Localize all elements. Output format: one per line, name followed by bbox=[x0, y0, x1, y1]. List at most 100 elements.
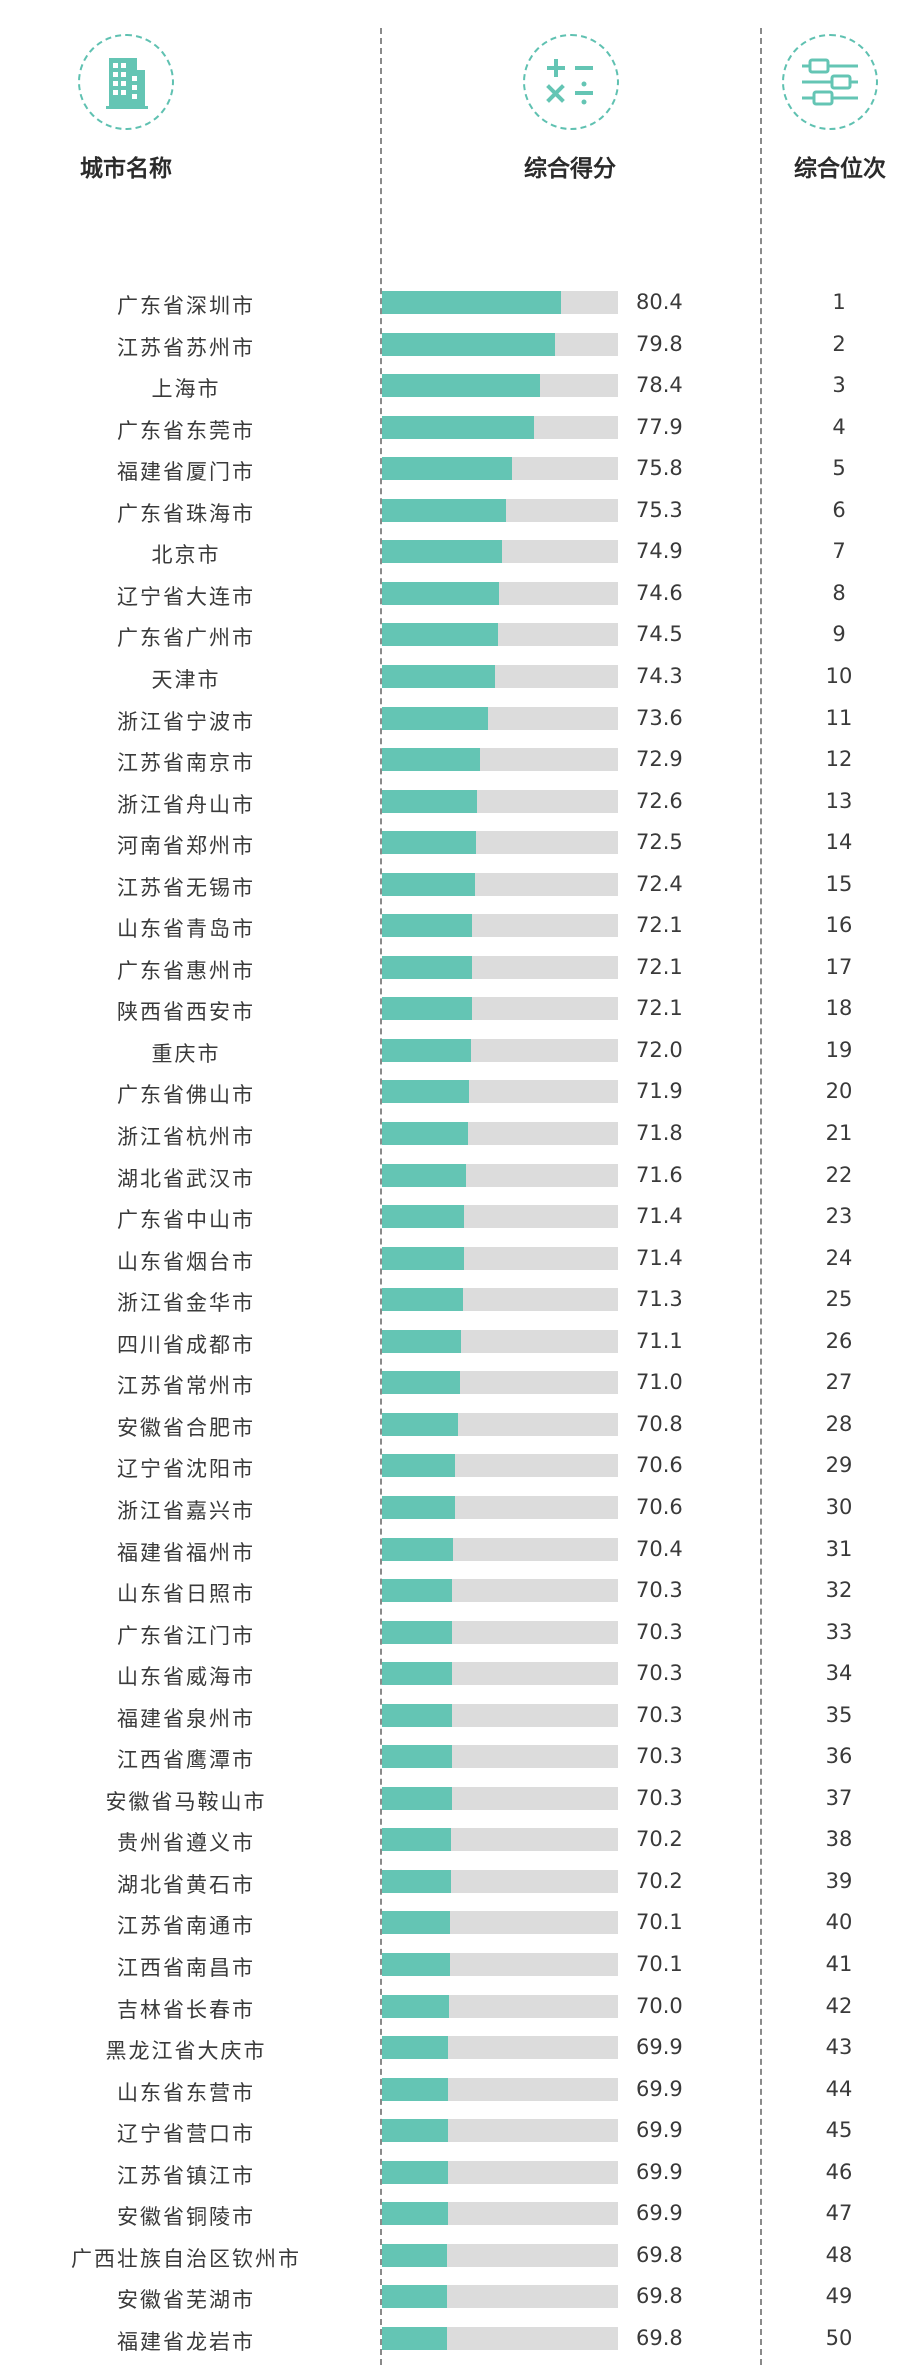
city-name: 广东省江门市 bbox=[117, 1623, 255, 1648]
score-value: 77.9 bbox=[636, 414, 683, 439]
city-name: 浙江省舟山市 bbox=[117, 792, 255, 817]
building-icon bbox=[78, 34, 174, 130]
rank-value: 47 bbox=[825, 2201, 853, 2226]
score-bar-track bbox=[382, 1288, 618, 1312]
rank-value: 8 bbox=[832, 580, 846, 605]
rank-value: 12 bbox=[825, 747, 853, 772]
score-bar-track bbox=[382, 955, 618, 979]
score-value: 72.1 bbox=[636, 954, 683, 979]
rank-value: 19 bbox=[825, 1037, 853, 1062]
rank-value: 32 bbox=[825, 1578, 853, 1603]
score-bar-track bbox=[382, 664, 618, 688]
score-bar bbox=[382, 1122, 469, 1145]
table-row: 广东省珠海市 75.3 6 bbox=[0, 490, 902, 532]
score-bar-track bbox=[382, 1329, 618, 1353]
score-value: 71.3 bbox=[636, 1287, 683, 1312]
table-row: 浙江省宁波市 73.6 11 bbox=[0, 698, 902, 740]
rank-value: 16 bbox=[825, 913, 853, 938]
score-value: 73.6 bbox=[636, 705, 683, 730]
score-value: 70.0 bbox=[636, 1993, 683, 2018]
score-value: 69.9 bbox=[636, 2159, 683, 2184]
city-name: 四川省成都市 bbox=[117, 1332, 255, 1357]
score-bar bbox=[382, 1246, 465, 1270]
score-bar bbox=[382, 1828, 452, 1852]
header-city: 城市名称 bbox=[80, 156, 172, 182]
table-row: 湖北省黄石市 70.2 39 bbox=[0, 1861, 902, 1903]
score-value: 71.8 bbox=[636, 1121, 683, 1145]
city-name: 山东省青岛市 bbox=[117, 917, 255, 942]
score-bar bbox=[382, 2243, 447, 2267]
city-name: 北京市 bbox=[151, 543, 221, 568]
city-name: 浙江省嘉兴市 bbox=[117, 1498, 255, 1523]
table-row: 山东省日照市 70.3 32 bbox=[0, 1570, 902, 1612]
city-name: 江苏省南通市 bbox=[117, 1914, 255, 1939]
table-row: 北京市 74.9 7 bbox=[0, 531, 902, 573]
city-name: 江西省南昌市 bbox=[117, 1956, 255, 1980]
table-row: 辽宁省沈阳市 70.6 29 bbox=[0, 1445, 902, 1487]
score-value: 72.0 bbox=[636, 1037, 683, 1062]
score-value: 80.4 bbox=[636, 290, 683, 314]
table-row: 江苏省苏州市 79.8 2 bbox=[0, 324, 902, 366]
rank-value: 5 bbox=[832, 456, 846, 481]
score-bar bbox=[382, 1994, 449, 2018]
city-name: 广东省珠海市 bbox=[117, 501, 255, 526]
score-bar-track bbox=[382, 1869, 618, 1893]
city-name: 贵州省遵义市 bbox=[117, 1831, 255, 1856]
score-value: 74.3 bbox=[636, 663, 683, 688]
table-row: 浙江省舟山市 72.6 13 bbox=[0, 781, 902, 823]
city-name: 陕西省西安市 bbox=[117, 1000, 255, 1025]
score-bar-track bbox=[382, 623, 618, 647]
table-row: 安徽省马鞍山市 70.3 37 bbox=[0, 1778, 902, 1820]
score-bar bbox=[382, 997, 472, 1021]
table-row: 福建省福州市 70.4 31 bbox=[0, 1529, 902, 1571]
score-bar-track bbox=[382, 2119, 618, 2143]
city-name: 江苏省常州市 bbox=[117, 1374, 255, 1399]
city-name: 浙江省宁波市 bbox=[117, 709, 255, 734]
rank-value: 35 bbox=[825, 1702, 853, 1727]
score-value: 79.8 bbox=[636, 331, 683, 356]
score-bar-track bbox=[382, 1246, 618, 1270]
city-name: 天津市 bbox=[151, 667, 221, 692]
city-name: 山东省威海市 bbox=[117, 1665, 255, 1690]
rank-value: 21 bbox=[825, 1121, 853, 1145]
rank-value: 10 bbox=[825, 663, 853, 688]
table-row: 浙江省杭州市 71.8 21 bbox=[0, 1113, 902, 1155]
city-name: 山东省烟台市 bbox=[117, 1249, 255, 1274]
table-row: 浙江省金华市 71.3 25 bbox=[0, 1279, 902, 1321]
score-bar-track bbox=[382, 2285, 618, 2309]
table-row: 江西省南昌市 70.1 41 bbox=[0, 1944, 902, 1986]
rank-value: 11 bbox=[825, 705, 853, 730]
rank-value: 4 bbox=[832, 414, 846, 439]
city-name: 江苏省无锡市 bbox=[117, 875, 255, 900]
score-bar bbox=[382, 1662, 453, 1686]
rank-value: 49 bbox=[825, 2284, 853, 2309]
city-name: 辽宁省沈阳市 bbox=[117, 1457, 255, 1482]
score-bar-track bbox=[382, 1994, 618, 2018]
city-name: 江苏省苏州市 bbox=[117, 335, 255, 360]
score-bar-track bbox=[382, 1953, 618, 1976]
score-bar-track bbox=[382, 415, 618, 439]
score-bar bbox=[382, 498, 507, 522]
table-row: 天津市 74.3 10 bbox=[0, 656, 902, 698]
score-value: 70.3 bbox=[636, 1785, 683, 1810]
rank-value: 23 bbox=[825, 1204, 853, 1229]
table-row: 江苏省常州市 71.0 27 bbox=[0, 1362, 902, 1404]
city-name: 安徽省马鞍山市 bbox=[105, 1789, 267, 1814]
score-bar-track bbox=[382, 2202, 618, 2226]
score-bar bbox=[382, 2036, 448, 2060]
score-value: 71.9 bbox=[636, 1079, 683, 1104]
score-value: 70.6 bbox=[636, 1453, 683, 1478]
city-name: 福建省泉州市 bbox=[117, 1706, 255, 1731]
score-value: 69.9 bbox=[636, 2035, 683, 2060]
score-bar bbox=[382, 581, 499, 605]
rank-value: 1 bbox=[832, 290, 846, 314]
score-bar bbox=[382, 1953, 451, 1976]
table-row: 上海市 78.4 3 bbox=[0, 365, 902, 407]
rank-value: 45 bbox=[825, 2118, 853, 2143]
score-bar-track bbox=[382, 1495, 618, 1519]
score-value: 70.3 bbox=[636, 1702, 683, 1727]
score-bar bbox=[382, 1205, 465, 1229]
score-bar bbox=[382, 1869, 452, 1893]
score-bar bbox=[382, 1288, 463, 1312]
city-name: 广西壮族自治区钦州市 bbox=[71, 2246, 301, 2271]
